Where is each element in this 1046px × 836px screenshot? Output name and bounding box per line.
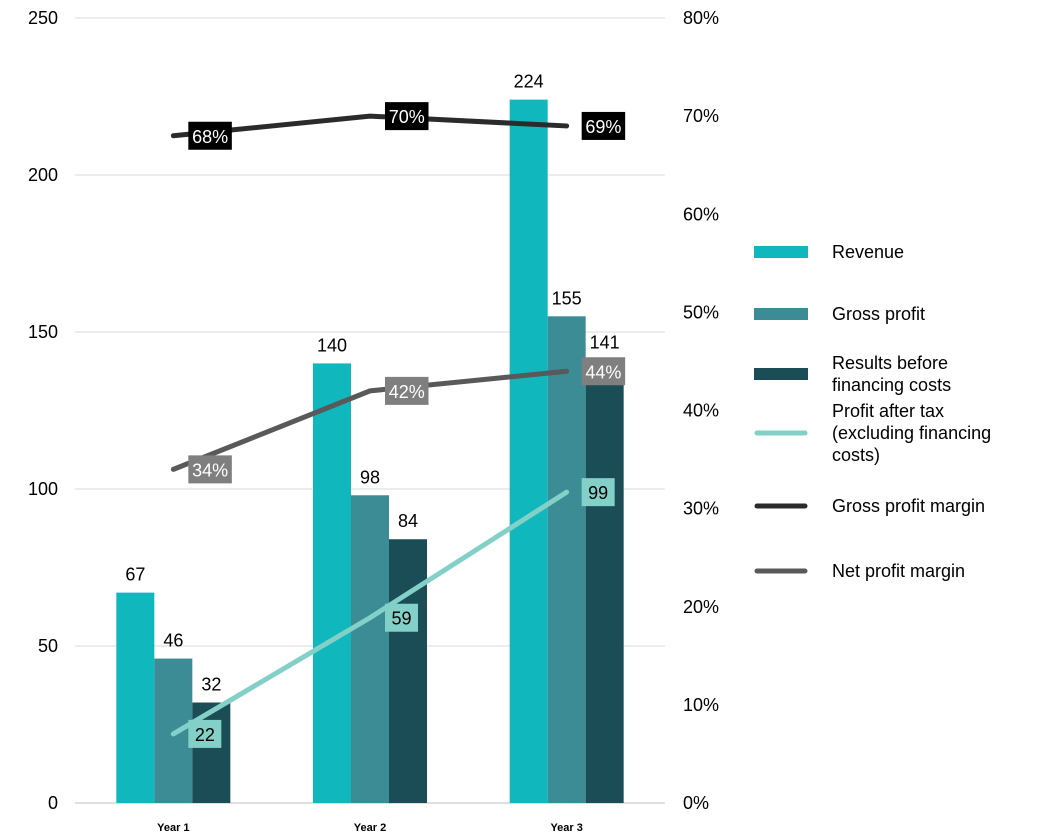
legend-label: Revenue bbox=[832, 242, 904, 262]
legend-swatch bbox=[754, 308, 808, 320]
bar-value-label: 140 bbox=[317, 335, 347, 355]
line-point-label-box bbox=[581, 111, 626, 140]
right-axis-tick-label: 30% bbox=[683, 499, 719, 519]
bar bbox=[585, 360, 624, 803]
bar-value-label: 67 bbox=[125, 565, 145, 585]
line-series-group: 22 59 99 68% 70% 69% 34% 42% 44% bbox=[170, 102, 626, 748]
legend: Revenue Gross profit Results beforefinanci… bbox=[754, 242, 991, 581]
right-axis-tick-label: 50% bbox=[683, 302, 719, 322]
legend-swatch bbox=[754, 368, 808, 380]
bar-value-label: 155 bbox=[552, 288, 582, 308]
bar bbox=[154, 658, 193, 803]
legend-swatch bbox=[754, 246, 808, 258]
left-axis-tick-label: 50 bbox=[38, 636, 58, 656]
bar-value-label: 84 bbox=[398, 511, 418, 531]
line-point-label-box bbox=[385, 376, 429, 405]
bar-value-label: 224 bbox=[514, 72, 544, 92]
line-point-label-box bbox=[188, 121, 232, 150]
bar-value-label: 46 bbox=[163, 631, 183, 651]
bar bbox=[116, 592, 155, 803]
right-axis-tick-label: 80% bbox=[683, 8, 719, 28]
line-point-label: 22 bbox=[195, 725, 215, 745]
legend-label: Gross profit margin bbox=[832, 496, 985, 516]
category-label: Year 2 bbox=[354, 822, 386, 834]
bar bbox=[547, 316, 586, 803]
bar-series-group: 67 140 224 46 98 155 32 84 141 bbox=[116, 72, 624, 803]
line-point-label-box bbox=[385, 603, 418, 632]
right-axis-tick-label: 0% bbox=[683, 793, 709, 813]
left-axis-tick-label: 150 bbox=[28, 322, 58, 342]
bar bbox=[351, 495, 389, 803]
bar bbox=[509, 99, 548, 803]
line-point-label: 68% bbox=[192, 127, 228, 147]
series-line bbox=[170, 368, 570, 472]
line-point-label-box bbox=[385, 102, 429, 131]
left-axis-tick-label: 0 bbox=[48, 793, 58, 813]
category-label: Year 1 bbox=[157, 822, 189, 834]
line-point-label: 34% bbox=[192, 460, 228, 480]
left-axis-tick-label: 200 bbox=[28, 165, 58, 185]
legend-label: financing costs bbox=[832, 375, 951, 395]
line-point-label: 44% bbox=[585, 362, 621, 382]
line-point-label: 59 bbox=[391, 609, 411, 629]
bar-value-label: 98 bbox=[360, 467, 380, 487]
bar bbox=[313, 363, 351, 803]
right-axis-tick-label: 60% bbox=[683, 204, 719, 224]
legend-label: Profit after tax bbox=[832, 401, 944, 421]
category-axis: Year 1 Year 2 Year 3 bbox=[157, 822, 583, 834]
left-axis-tick-label: 250 bbox=[28, 8, 58, 28]
right-axis-tick-label: 70% bbox=[683, 106, 719, 126]
bar-value-label: 32 bbox=[201, 675, 221, 695]
category-label: Year 3 bbox=[550, 822, 582, 834]
left-axis-tick-label: 100 bbox=[28, 479, 58, 499]
right-axis-tick-label: 20% bbox=[683, 597, 719, 617]
bar-value-label: 141 bbox=[590, 332, 620, 352]
right-axis-tick-label: 10% bbox=[683, 695, 719, 715]
line-point-label: 69% bbox=[585, 117, 621, 137]
series-line bbox=[170, 113, 570, 139]
left-axis: 0 50 100 150 200 250 bbox=[28, 8, 58, 813]
legend-label: Net profit margin bbox=[832, 561, 965, 581]
legend-label: Gross profit bbox=[832, 304, 925, 324]
line-point-label-box bbox=[188, 455, 232, 484]
right-axis-tick-label: 40% bbox=[683, 401, 719, 421]
legend-label: costs) bbox=[832, 445, 880, 465]
right-axis: 0% 10% 20% 30% 40% 50% 60% 70% 80% bbox=[683, 8, 719, 813]
line-point-label: 42% bbox=[389, 382, 425, 402]
line-point-label-box bbox=[581, 478, 615, 507]
line-point-label-box bbox=[581, 357, 626, 386]
series-line bbox=[170, 489, 570, 737]
line-point-label: 70% bbox=[389, 107, 425, 127]
legend-label: (excluding financing bbox=[832, 423, 991, 443]
bar bbox=[389, 539, 427, 803]
line-point-label: 99 bbox=[588, 483, 608, 503]
legend-label: Results before bbox=[832, 353, 948, 373]
line-point-label-box bbox=[188, 719, 222, 748]
